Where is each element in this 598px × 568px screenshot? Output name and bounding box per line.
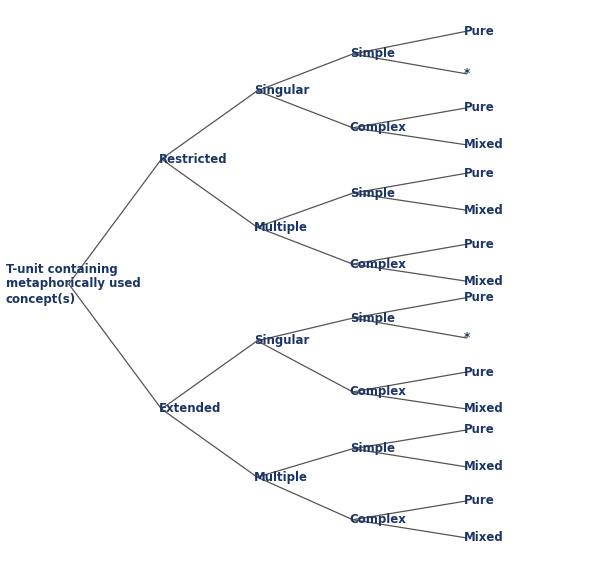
Text: Simple: Simple: [350, 187, 395, 199]
Text: Extended: Extended: [158, 403, 221, 415]
Text: Pure: Pure: [463, 167, 494, 179]
Text: Pure: Pure: [463, 424, 494, 436]
Text: *: *: [463, 332, 469, 344]
Text: Pure: Pure: [463, 25, 494, 37]
Text: Pure: Pure: [463, 366, 494, 378]
Text: Pure: Pure: [463, 495, 494, 507]
Text: Pure: Pure: [463, 102, 494, 114]
Text: Singular: Singular: [254, 85, 310, 97]
Text: Complex: Complex: [350, 386, 407, 398]
Text: *: *: [463, 68, 469, 80]
Text: Singular: Singular: [254, 335, 310, 347]
Text: Mixed: Mixed: [463, 204, 503, 216]
Text: Mixed: Mixed: [463, 532, 503, 544]
Text: Restricted: Restricted: [158, 153, 227, 165]
Text: Mixed: Mixed: [463, 275, 503, 287]
Text: T-unit containing
metaphorically used
concept(s): T-unit containing metaphorically used co…: [6, 262, 141, 306]
Text: Simple: Simple: [350, 442, 395, 455]
Text: Complex: Complex: [350, 513, 407, 526]
Text: Simple: Simple: [350, 48, 395, 60]
Text: Simple: Simple: [350, 312, 395, 324]
Text: Complex: Complex: [350, 258, 407, 270]
Text: Mixed: Mixed: [463, 139, 503, 151]
Text: Multiple: Multiple: [254, 221, 308, 233]
Text: Mixed: Mixed: [463, 403, 503, 415]
Text: Pure: Pure: [463, 238, 494, 250]
Text: Complex: Complex: [350, 122, 407, 134]
Text: Multiple: Multiple: [254, 471, 308, 483]
Text: Pure: Pure: [463, 291, 494, 304]
Text: Mixed: Mixed: [463, 461, 503, 473]
